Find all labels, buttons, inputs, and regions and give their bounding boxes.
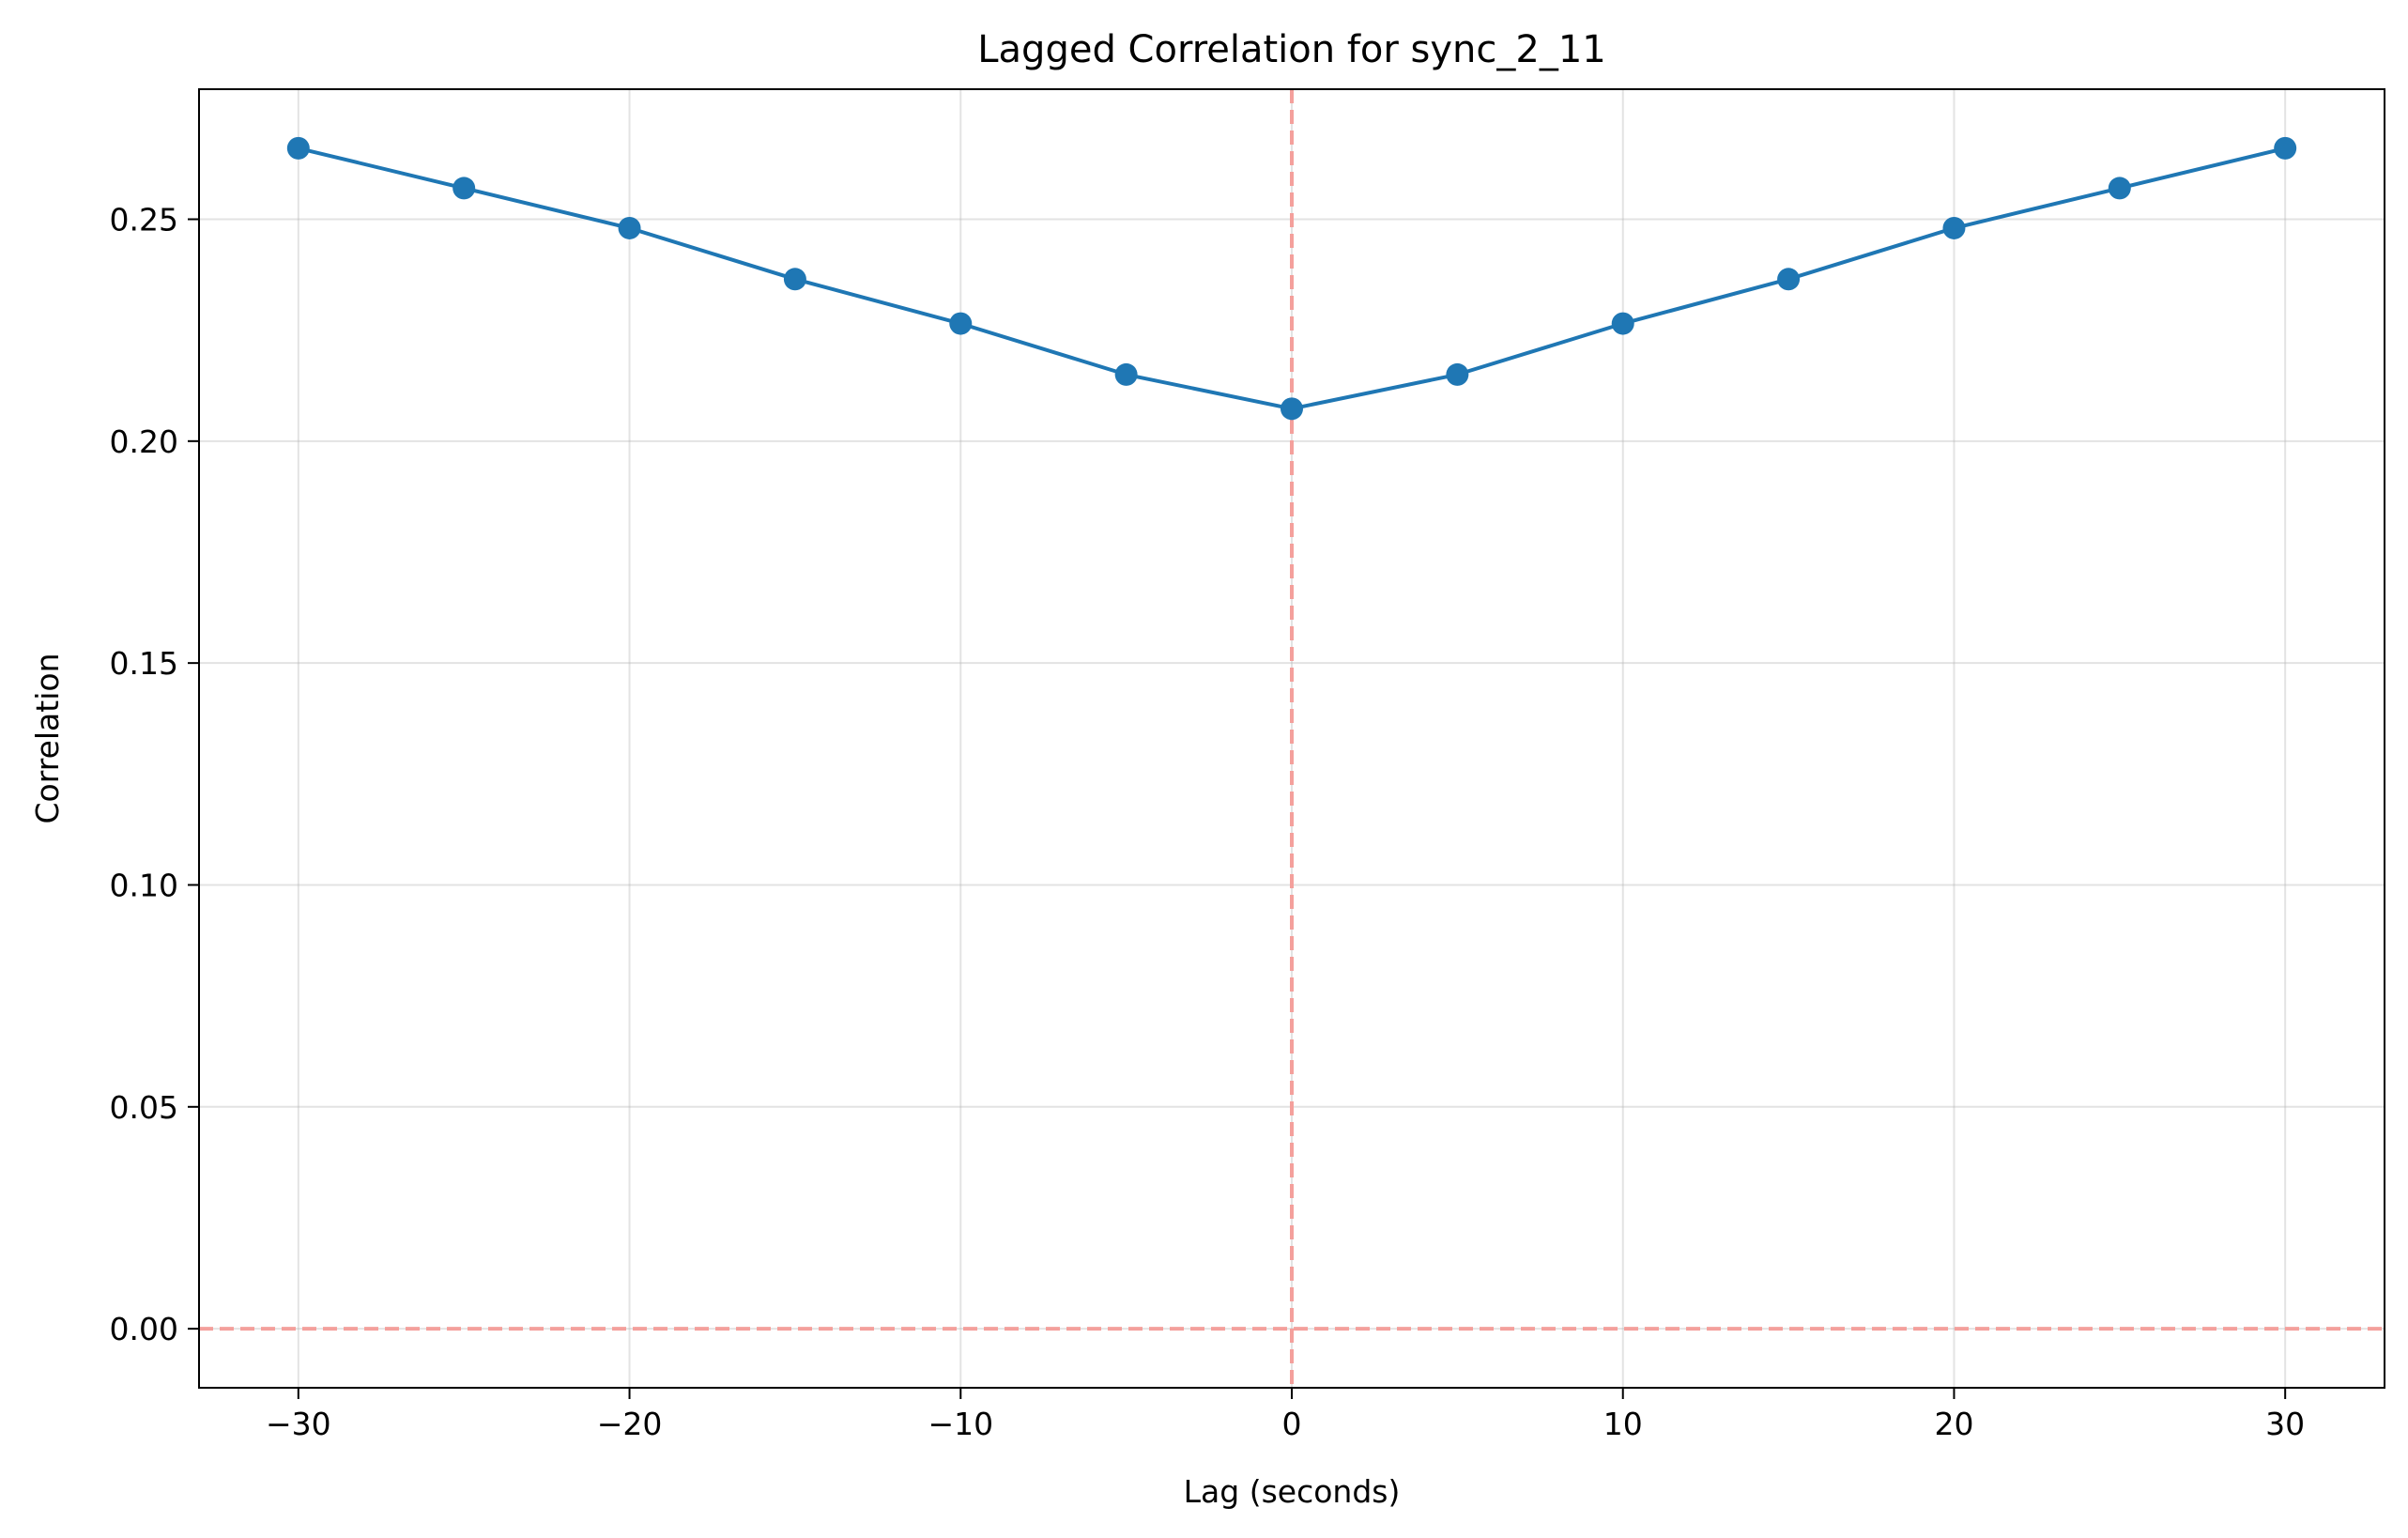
x-tick-label: 30 (2265, 1406, 2305, 1442)
data-point (1281, 397, 1303, 421)
y-tick-label: 0.00 (110, 1311, 178, 1347)
data-point (2108, 177, 2131, 200)
x-tick-label: 20 (1934, 1406, 1973, 1442)
data-point (1777, 268, 1801, 291)
data-point (286, 136, 310, 160)
data-point (1611, 312, 1634, 335)
y-tick-label: 0.05 (110, 1089, 178, 1126)
y-tick-label: 0.25 (110, 201, 178, 238)
data-point (452, 177, 476, 200)
x-axis-label: Lag (seconds) (1184, 1473, 1401, 1510)
y-tick-label: 0.15 (110, 645, 178, 682)
y-tick-label: 0.10 (110, 867, 178, 903)
x-tick-label: −30 (266, 1406, 331, 1442)
x-tick-label: 0 (1282, 1406, 1302, 1442)
y-axis-label: Correlation (29, 654, 66, 824)
data-point (2274, 136, 2297, 160)
data-point (1114, 362, 1138, 386)
data-point (1942, 216, 1966, 239)
reference-lines (199, 89, 2385, 1388)
data-point (949, 312, 973, 335)
data-point (618, 216, 641, 239)
chart-title: Lagged Correlation for sync_2_11 (977, 28, 1606, 71)
ticks: −30 −20 −10 0 10 20 30 0.00 0.05 0.10 0.15 0.20 0.25 (110, 201, 2306, 1442)
data-point (1446, 362, 1469, 386)
data-point (783, 268, 806, 291)
series (286, 136, 2297, 421)
x-tick-label: −20 (597, 1406, 663, 1442)
x-tick-label: 10 (1603, 1406, 1643, 1442)
x-tick-label: −10 (928, 1406, 993, 1442)
y-tick-label: 0.20 (110, 423, 178, 460)
